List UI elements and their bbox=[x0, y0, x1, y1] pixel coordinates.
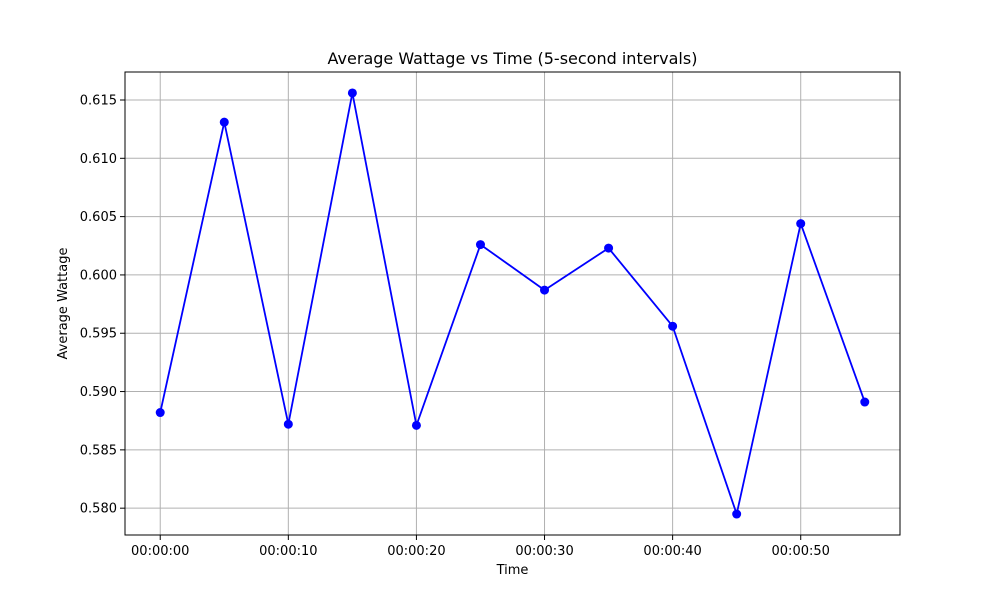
x-tick-label: 00:00:30 bbox=[515, 544, 573, 559]
data-point bbox=[219, 117, 229, 127]
x-tick-label: 00:00:10 bbox=[259, 544, 317, 559]
y-tick-label: 0.605 bbox=[80, 210, 117, 225]
data-point bbox=[283, 419, 293, 429]
plot-frame bbox=[124, 71, 901, 536]
data-point bbox=[668, 321, 678, 331]
y-tick-label: 0.615 bbox=[80, 93, 117, 108]
x-tick-label: 00:00:00 bbox=[131, 544, 189, 559]
data-point bbox=[475, 240, 485, 250]
x-axis-label: Time bbox=[496, 563, 529, 578]
data-point bbox=[604, 243, 614, 253]
y-tick-label: 0.610 bbox=[80, 152, 117, 167]
data-point bbox=[796, 219, 806, 229]
y-tick-label: 0.600 bbox=[80, 268, 117, 283]
ticks: 00:00:00 00:00:10 00:00:20 00:00:30 00:00:40… bbox=[80, 93, 830, 559]
chart-title: Average Wattage vs Time (5-second interv… bbox=[328, 49, 698, 68]
y-tick-label: 0.585 bbox=[80, 443, 117, 458]
x-tick-label: 00:00:40 bbox=[643, 544, 701, 559]
data-point bbox=[155, 408, 165, 418]
x-tick-label: 00:00:20 bbox=[387, 544, 445, 559]
series-layer bbox=[155, 88, 870, 519]
x-tick-label: 00:00:50 bbox=[772, 544, 830, 559]
series-line bbox=[159, 92, 866, 515]
data-point bbox=[411, 420, 421, 430]
data-point bbox=[860, 397, 870, 407]
grid bbox=[125, 72, 900, 535]
data-point bbox=[540, 285, 550, 295]
y-tick-label: 0.580 bbox=[80, 502, 117, 517]
y-tick-label: 0.590 bbox=[80, 385, 117, 400]
y-tick-label: 0.595 bbox=[80, 327, 117, 342]
y-axis-label: Average Wattage bbox=[56, 248, 71, 360]
data-point bbox=[347, 88, 357, 98]
data-point bbox=[732, 509, 742, 519]
